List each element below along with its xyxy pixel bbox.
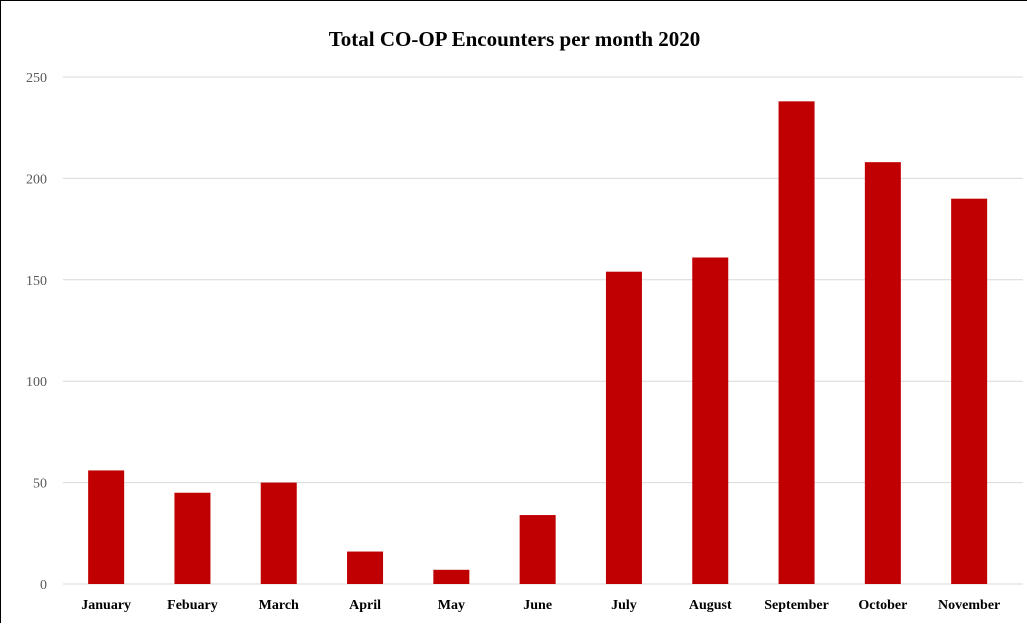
x-tick-label: August: [689, 598, 732, 613]
x-tick-label: January: [81, 598, 131, 613]
bar-august: [692, 257, 729, 584]
gridlines: [63, 76, 1023, 585]
bar-febuary: [174, 492, 211, 584]
bars: [88, 101, 988, 584]
bar-may: [433, 569, 470, 584]
bar-march: [260, 482, 297, 584]
x-tick-label: March: [259, 598, 299, 613]
x-axis-ticks: January Febuary March April May June July Augus…: [81, 598, 1000, 613]
y-tick-label: 150: [26, 274, 47, 289]
x-tick-label: September: [764, 598, 829, 613]
x-tick-label: Febuary: [167, 598, 218, 613]
bar-june: [519, 515, 556, 584]
bar-july: [605, 271, 642, 584]
x-tick-label: June: [523, 598, 552, 613]
y-tick-label: 0: [40, 578, 47, 593]
bar-april: [347, 551, 384, 584]
bar-january: [88, 470, 125, 584]
x-tick-label: October: [858, 598, 907, 613]
chart-title: Total CO-OP Encounters per month 2020: [328, 27, 701, 51]
x-tick-label: May: [438, 598, 465, 613]
y-axis-ticks: 0 50 100 150 200 250: [26, 71, 47, 593]
x-tick-label: April: [349, 598, 381, 613]
bar-september: [778, 101, 815, 584]
y-tick-label: 100: [26, 375, 47, 390]
y-tick-label: 250: [26, 71, 47, 86]
bar-november: [951, 198, 988, 584]
x-tick-label: November: [938, 598, 1000, 613]
bar-october: [864, 162, 901, 584]
y-tick-label: 50: [33, 477, 47, 492]
x-tick-label: July: [611, 598, 637, 613]
y-tick-label: 200: [26, 172, 47, 187]
